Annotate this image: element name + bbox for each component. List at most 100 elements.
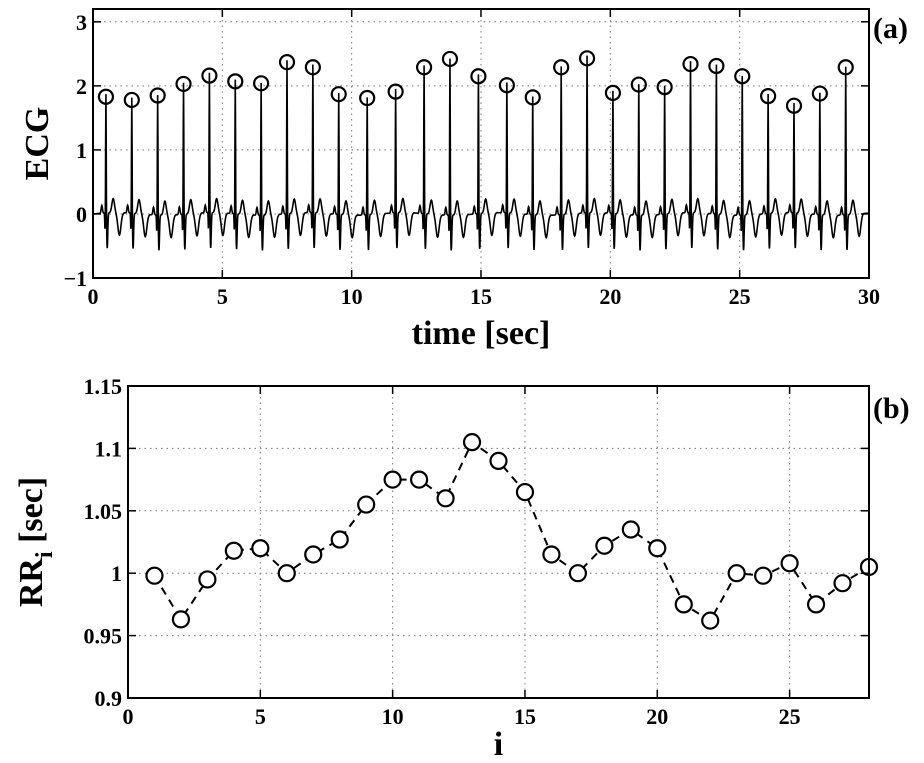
rr-y-tick-label: 1.05 xyxy=(84,499,123,524)
rr-point xyxy=(410,470,429,489)
rr-series-markers xyxy=(145,433,879,630)
ecg-x-tick-label: 10 xyxy=(341,284,363,309)
rr-point xyxy=(727,564,746,583)
r-peak-markers xyxy=(97,50,854,114)
r-peak-marker xyxy=(578,50,596,67)
r-peak-marker xyxy=(201,67,218,84)
rr-point xyxy=(701,611,720,630)
r-peak-marker xyxy=(811,85,828,102)
r-peak-marker xyxy=(785,97,803,114)
rr-axes-frame xyxy=(127,385,870,699)
rr-point xyxy=(357,495,376,514)
r-peak-marker xyxy=(682,55,699,73)
rr-x-axis-label: i xyxy=(494,726,503,763)
rr-point xyxy=(330,530,349,549)
rr-series-line xyxy=(153,440,870,623)
r-peak-marker xyxy=(441,50,459,68)
panel-label-a: (a) xyxy=(873,12,908,45)
rr-y-tick-label: 0.9 xyxy=(95,686,123,711)
rr-y-tick-label: 1.15 xyxy=(84,374,123,399)
rr-point xyxy=(277,564,296,583)
r-peak-marker xyxy=(387,83,404,100)
rr-grid xyxy=(128,385,869,699)
r-peak-marker xyxy=(175,75,192,93)
r-peak-marker xyxy=(253,75,270,92)
ecg-x-tick-labels: 0 5 10 15 20 25 30 xyxy=(88,9,880,309)
rr-y-label-subscript: i xyxy=(32,551,58,558)
rr-point xyxy=(806,595,826,614)
r-peak-marker xyxy=(734,68,751,85)
r-peak-marker xyxy=(123,91,140,109)
ecg-x-tick-label: 15 xyxy=(470,284,492,309)
r-peak-marker xyxy=(415,59,433,76)
rr-point xyxy=(462,433,482,452)
rr-y-axis-label: RRi [sec] xyxy=(13,477,58,607)
rr-x-tick-label: 15 xyxy=(514,704,536,729)
rr-point xyxy=(489,451,508,470)
r-peak-marker xyxy=(470,68,487,85)
ecg-y-tick-label: 2 xyxy=(76,74,87,99)
rr-point xyxy=(224,541,243,560)
rr-point xyxy=(198,570,217,589)
ecg-x-tick-label: 20 xyxy=(599,284,621,309)
rr-point xyxy=(383,470,402,489)
rr-x-tick-labels: 0 5 10 15 20 25 xyxy=(123,386,801,729)
r-peak-marker xyxy=(656,79,673,96)
ecg-y-tick-label: −1 xyxy=(63,266,87,291)
r-peak-marker xyxy=(630,76,647,93)
rr-point xyxy=(648,539,667,558)
panel-label-b: (b) xyxy=(873,392,910,425)
rr-x-tick-label: 20 xyxy=(646,704,668,729)
rr-point xyxy=(754,566,773,585)
ecg-x-tick-label: 0 xyxy=(88,284,99,309)
rr-point xyxy=(780,554,799,573)
rr-point xyxy=(304,545,323,564)
r-peak-marker xyxy=(498,77,515,94)
ecg-y-tick-label: 1 xyxy=(76,138,87,163)
ecg-y-tick-label: 0 xyxy=(76,202,87,227)
rr-y-label-main: RR xyxy=(13,558,50,608)
rr-point xyxy=(251,539,270,558)
ecg-grid xyxy=(93,9,869,279)
rr-x-tick-label: 5 xyxy=(255,704,266,729)
rr-y-label-unit: [sec] xyxy=(13,477,50,552)
rr-point xyxy=(145,566,164,585)
rr-x-tick-label: 25 xyxy=(779,704,801,729)
r-peak-marker xyxy=(524,89,541,106)
ecg-trace xyxy=(92,55,870,251)
rr-y-tick-label: 1 xyxy=(111,561,122,586)
ecg-x-axis-label: time [sec] xyxy=(412,315,551,352)
rr-point xyxy=(171,610,191,629)
rr-point xyxy=(515,482,535,502)
r-peak-marker xyxy=(278,54,296,71)
rr-y-tick-labels: 0.9 0.95 1 1.05 1.1 1.15 xyxy=(84,374,869,711)
rr-point xyxy=(568,564,587,583)
r-peak-marker xyxy=(227,73,244,90)
rr-x-tick-label: 10 xyxy=(382,704,404,729)
ecg-y-tick-label: 3 xyxy=(76,10,87,35)
r-peak-marker xyxy=(760,88,777,105)
rr-y-tick-label: 0.95 xyxy=(84,624,123,649)
r-peak-marker xyxy=(604,84,622,102)
ecg-x-tick-label: 25 xyxy=(729,284,751,309)
rr-x-tick-label: 0 xyxy=(123,704,134,729)
r-peak-marker xyxy=(97,88,115,105)
rr-point xyxy=(542,545,561,564)
r-peak-marker xyxy=(330,86,347,103)
rr-point xyxy=(674,595,693,614)
r-peak-marker xyxy=(837,59,854,76)
ecg-x-tick-label: 5 xyxy=(217,284,228,309)
rr-point xyxy=(833,574,852,593)
r-peak-marker xyxy=(708,57,725,75)
r-peak-marker xyxy=(304,59,321,76)
ecg-x-tick-label: 30 xyxy=(858,284,880,309)
r-peak-marker xyxy=(149,87,166,104)
rr-y-tick-label: 1.1 xyxy=(95,436,123,461)
rr-point xyxy=(436,489,455,508)
r-peak-marker xyxy=(553,59,570,76)
r-peak-marker xyxy=(359,89,376,107)
ecg-y-tick-labels: −1 0 1 2 3 xyxy=(63,10,869,291)
